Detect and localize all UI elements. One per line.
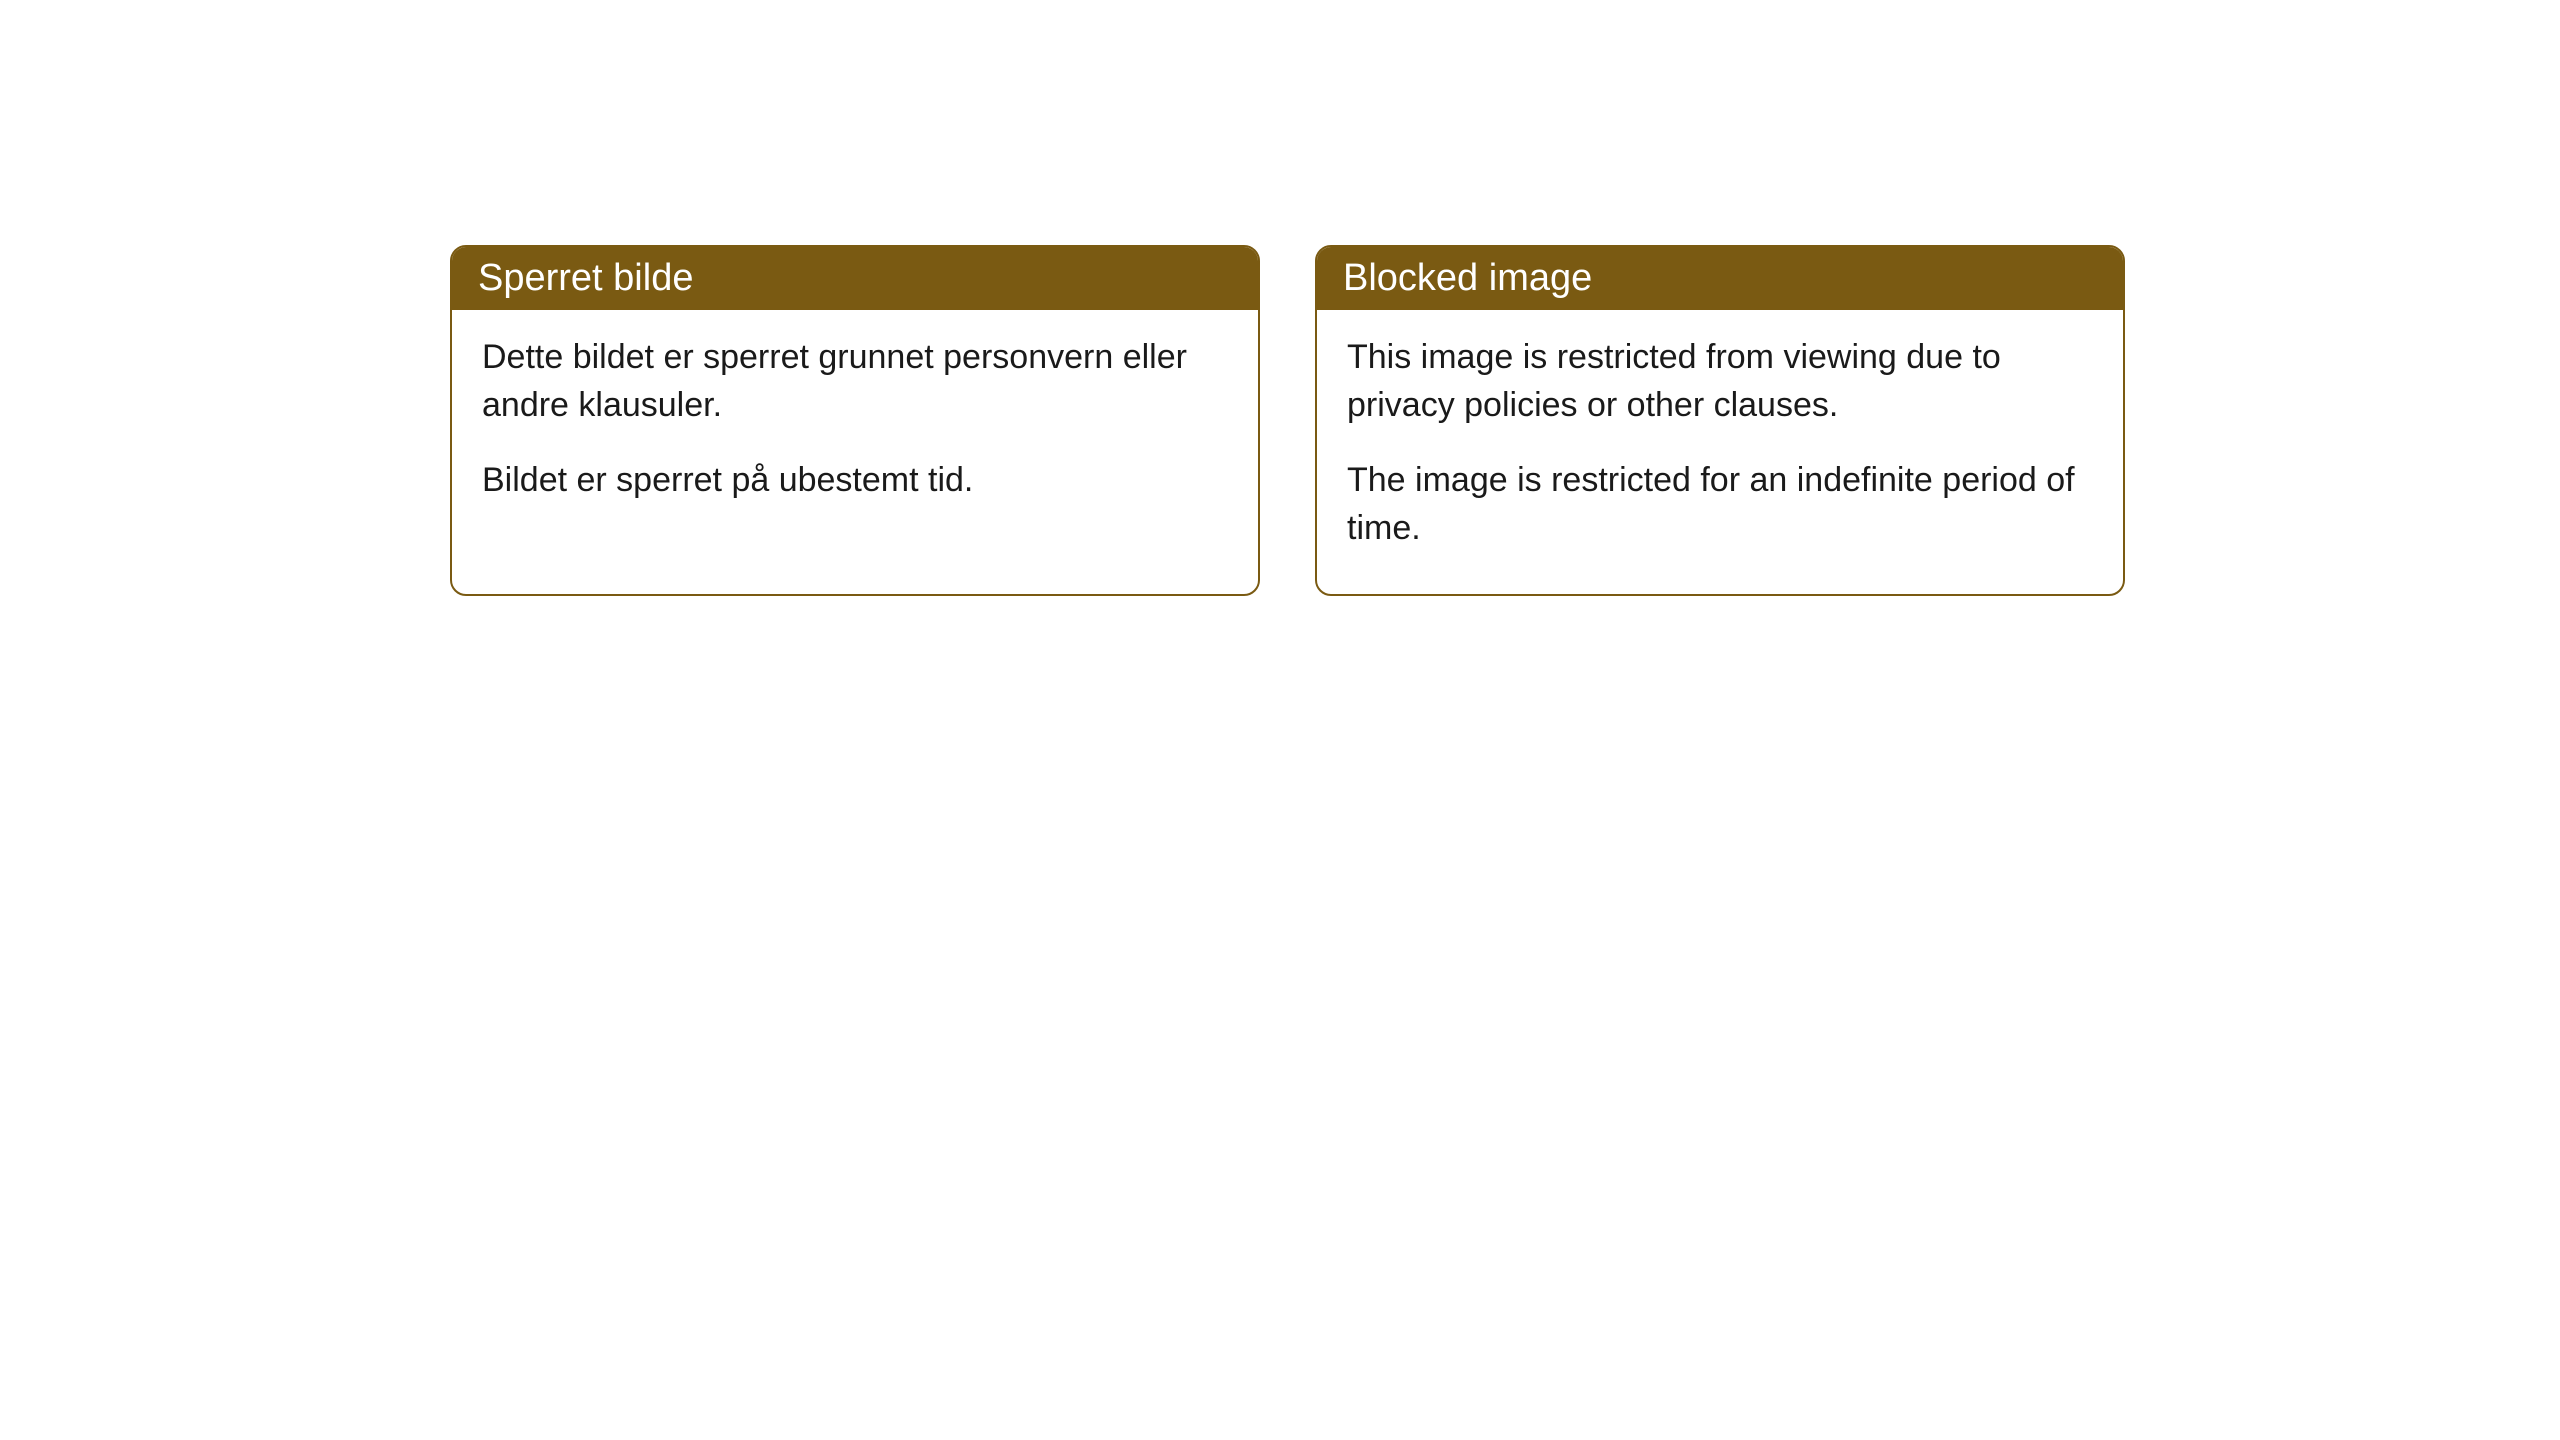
card-paragraph: Dette bildet er sperret grunnet personve… — [482, 334, 1228, 429]
notice-container: Sperret bilde Dette bildet er sperret gr… — [450, 245, 2125, 596]
card-header-norwegian: Sperret bilde — [452, 247, 1258, 310]
card-paragraph: The image is restricted for an indefinit… — [1347, 457, 2093, 552]
card-body-english: This image is restricted from viewing du… — [1317, 310, 2123, 594]
card-body-norwegian: Dette bildet er sperret grunnet personve… — [452, 310, 1258, 547]
card-paragraph: Bildet er sperret på ubestemt tid. — [482, 457, 1228, 505]
notice-card-english: Blocked image This image is restricted f… — [1315, 245, 2125, 596]
card-title: Blocked image — [1343, 257, 1592, 299]
card-title: Sperret bilde — [478, 257, 693, 299]
notice-card-norwegian: Sperret bilde Dette bildet er sperret gr… — [450, 245, 1260, 596]
card-paragraph: This image is restricted from viewing du… — [1347, 334, 2093, 429]
card-header-english: Blocked image — [1317, 247, 2123, 310]
